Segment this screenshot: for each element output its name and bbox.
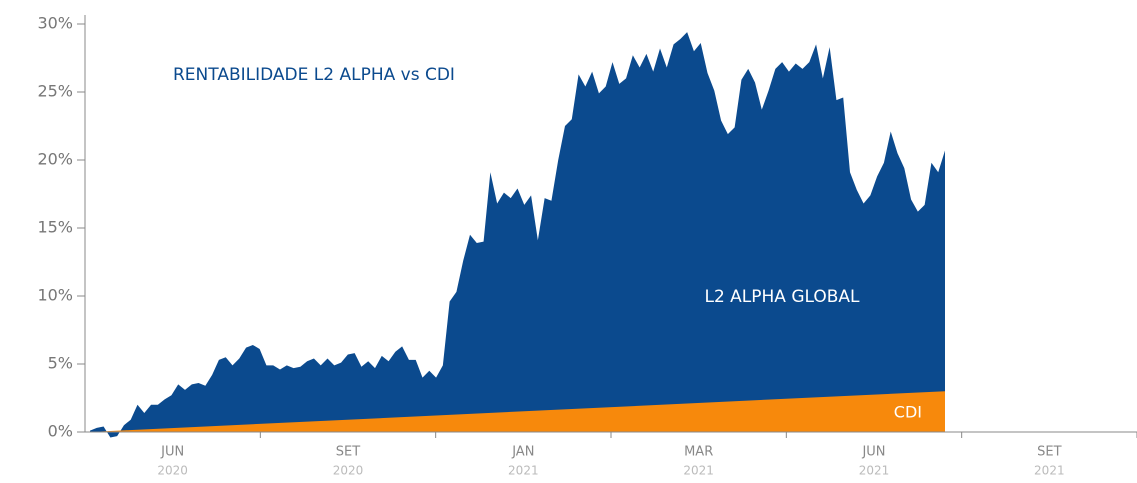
series-label: CDI — [894, 403, 922, 422]
area — [90, 32, 945, 438]
x-tick-year: 2020 — [157, 464, 188, 478]
x-tick-year: 2021 — [1034, 464, 1065, 478]
y-tick-label: 25% — [37, 82, 73, 101]
y-tick-label: 10% — [37, 286, 73, 305]
y-tick-label: 20% — [37, 150, 73, 169]
x-tick-label: SET — [336, 445, 360, 460]
y-tick-label: 15% — [37, 218, 73, 237]
x-tick-label: SET — [1037, 445, 1061, 460]
y-tick-label: 5% — [48, 354, 73, 373]
x-tick-label: JUN — [160, 445, 184, 460]
x-tick-year: 2020 — [333, 464, 364, 478]
x-tick-label: JAN — [511, 445, 534, 460]
x-tick-label: MAR — [684, 445, 713, 460]
y-tick-label: 0% — [48, 422, 73, 441]
chart-title: RENTABILIDADE L2 ALPHA vs CDI — [173, 65, 455, 85]
x-tick-year: 2021 — [859, 464, 890, 478]
x-tick-year: 2021 — [508, 464, 539, 478]
x-tick-label: JUN — [861, 445, 885, 460]
x-tick-year: 2021 — [683, 464, 714, 478]
area — [90, 391, 945, 432]
series-label: L2 ALPHA GLOBAL — [704, 287, 860, 307]
y-tick-label: 30% — [37, 14, 73, 33]
